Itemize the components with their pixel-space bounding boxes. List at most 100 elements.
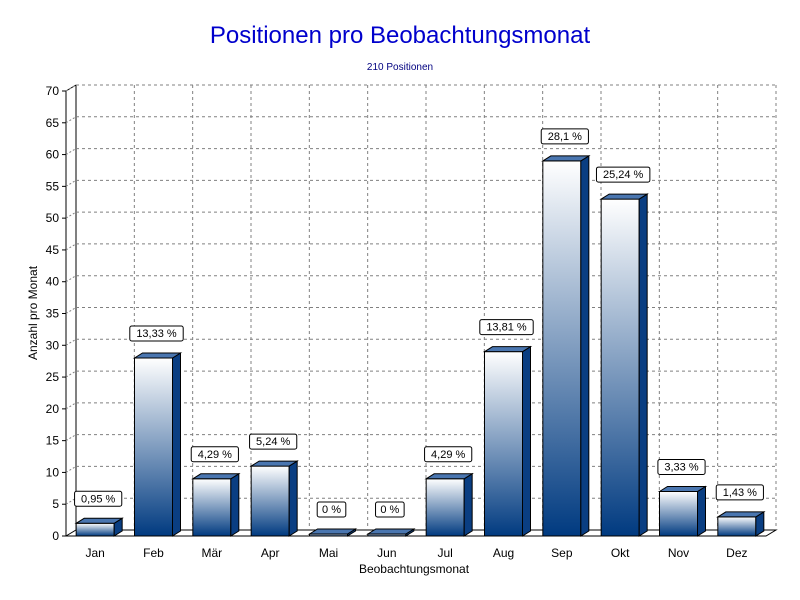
gridline-diagonal bbox=[65, 402, 77, 410]
x-tick-label: Okt bbox=[611, 546, 630, 560]
data-label: 4,29 % bbox=[431, 449, 465, 461]
data-label-box bbox=[129, 325, 184, 342]
x-tick-label: Nov bbox=[668, 546, 689, 560]
x-axis-label: Beobachtungsmonat bbox=[359, 562, 470, 576]
x-tick-label: Mai bbox=[319, 546, 338, 560]
data-label-box bbox=[715, 484, 764, 501]
bar-group: 28,1 % bbox=[540, 128, 591, 537]
gridlines bbox=[65, 84, 777, 530]
gridline-diagonal bbox=[65, 465, 77, 473]
x-tick-label: Feb bbox=[143, 546, 164, 560]
gridline-diagonal bbox=[65, 116, 77, 124]
bar-cap bbox=[657, 486, 708, 492]
gridline-diagonal bbox=[65, 434, 77, 442]
bars: 0,95 % 13,33 % 4,29 % 5,24 % 0 % 0 % 4,29 % 13,… bbox=[74, 128, 766, 537]
y-tick-label: 50 bbox=[46, 211, 60, 225]
gridline-diagonal bbox=[65, 370, 77, 378]
gridline-diagonal bbox=[65, 243, 77, 251]
data-label: 13,33 % bbox=[136, 328, 177, 340]
x-tick-label: Jun bbox=[377, 546, 396, 560]
data-label-box bbox=[479, 319, 534, 336]
bar-side bbox=[580, 155, 590, 537]
data-label-box bbox=[375, 501, 405, 518]
gridline-diagonal bbox=[65, 179, 77, 187]
data-label: 0 % bbox=[322, 504, 341, 516]
bar-cap bbox=[132, 352, 183, 359]
bar-group: 13,33 % bbox=[129, 325, 184, 537]
bar-cap bbox=[599, 193, 649, 200]
bar-group: 0 % bbox=[307, 501, 358, 537]
data-label-box bbox=[540, 128, 589, 145]
bar-group: 25,24 % bbox=[595, 166, 651, 537]
bar-cap bbox=[482, 346, 533, 353]
gridline-diagonal bbox=[65, 148, 77, 156]
bar-cap bbox=[424, 473, 474, 480]
data-label: 28,1 % bbox=[548, 131, 582, 143]
bar-side bbox=[172, 352, 181, 537]
gridline-diagonal bbox=[65, 211, 77, 219]
data-label: 0,95 % bbox=[81, 493, 115, 505]
bar-cap bbox=[249, 460, 299, 467]
bar-cap bbox=[541, 155, 591, 162]
data-label-box bbox=[595, 166, 651, 183]
data-label: 1,43 % bbox=[723, 487, 757, 499]
bar bbox=[425, 478, 465, 537]
bar bbox=[134, 357, 173, 537]
y-axis: 0 5 10 15 20 25 30 35 40 45 50 55 60 65 70 bbox=[46, 84, 66, 543]
bar bbox=[659, 491, 698, 537]
data-label-box bbox=[74, 490, 123, 507]
bar-group: 13,81 % bbox=[479, 319, 534, 537]
bar bbox=[192, 478, 232, 537]
bar-cap bbox=[716, 511, 766, 518]
y-tick-label: 35 bbox=[46, 307, 60, 321]
y-tick-label: 65 bbox=[46, 116, 60, 130]
y-tick-label: 20 bbox=[46, 402, 60, 416]
bar bbox=[484, 351, 523, 537]
bar-cap bbox=[307, 528, 358, 535]
data-label-box bbox=[316, 501, 347, 518]
gridline-diagonal bbox=[65, 307, 77, 314]
bar-cap bbox=[74, 517, 124, 524]
chart-title: Positionen pro Beobachtungsmonat bbox=[209, 22, 591, 49]
y-tick-label: 55 bbox=[46, 179, 60, 193]
y-tick-label: 10 bbox=[46, 465, 60, 479]
data-label: 25,24 % bbox=[603, 169, 644, 181]
x-tick-label: Aug bbox=[493, 546, 514, 560]
bar-side bbox=[638, 193, 648, 537]
data-label: 5,24 % bbox=[256, 436, 290, 448]
bar-group: 4,29 % bbox=[190, 446, 241, 537]
bar-side bbox=[463, 472, 473, 537]
gridline-diagonal bbox=[65, 275, 77, 283]
bar-group: 5,24 % bbox=[249, 433, 299, 537]
data-label-box bbox=[190, 446, 239, 463]
data-label-box bbox=[249, 433, 298, 450]
y-tick-label: 60 bbox=[46, 148, 60, 162]
data-label-box bbox=[424, 446, 473, 463]
bar-group: 1,43 % bbox=[715, 484, 766, 537]
bar-cap bbox=[366, 528, 416, 535]
data-label: 3,33 % bbox=[664, 462, 698, 474]
bar bbox=[717, 516, 757, 537]
bar-group: 0 % bbox=[366, 501, 416, 537]
bar bbox=[250, 465, 290, 537]
y-tick-label: 15 bbox=[46, 434, 60, 448]
data-label: 4,29 % bbox=[198, 449, 232, 461]
y-tick-label: 45 bbox=[46, 243, 60, 257]
gridline-diagonal bbox=[65, 84, 77, 92]
bar bbox=[542, 160, 582, 537]
bar-group: 0,95 % bbox=[74, 490, 124, 537]
bar-side bbox=[522, 345, 531, 537]
gridline-diagonal bbox=[65, 338, 77, 346]
bar-side bbox=[697, 485, 706, 537]
data-label: 13,81 % bbox=[486, 322, 527, 334]
bar bbox=[600, 198, 640, 537]
y-tick-label: 30 bbox=[46, 338, 60, 352]
x-tick-label: Mär bbox=[201, 546, 222, 560]
x-tick-label: Jul bbox=[437, 546, 452, 560]
bar-cap bbox=[191, 473, 241, 480]
y-axis-label: Anzahl pro Monat bbox=[26, 265, 40, 360]
y-tick-label: 5 bbox=[52, 497, 59, 511]
bar-side bbox=[230, 472, 240, 537]
bar bbox=[75, 522, 115, 537]
